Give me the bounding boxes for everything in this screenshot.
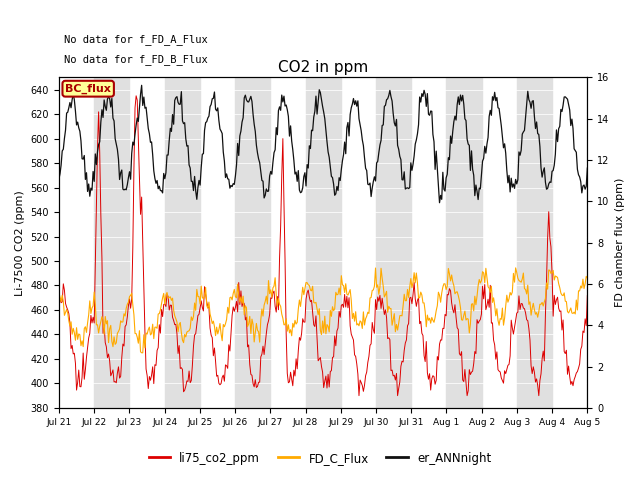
- Bar: [94, 77, 129, 408]
- Text: BC_flux: BC_flux: [65, 84, 111, 94]
- Bar: [517, 77, 552, 408]
- Y-axis label: Li-7500 CO2 (ppm): Li-7500 CO2 (ppm): [15, 190, 25, 296]
- Bar: [376, 77, 411, 408]
- Legend: li75_co2_ppm, FD_C_Flux, er_ANNnight: li75_co2_ppm, FD_C_Flux, er_ANNnight: [144, 447, 496, 469]
- Bar: [235, 77, 270, 408]
- Text: No data for f_FD_A_Flux: No data for f_FD_A_Flux: [64, 35, 208, 46]
- Bar: [305, 77, 340, 408]
- Bar: [447, 77, 482, 408]
- Text: No data for f_FD_B_Flux: No data for f_FD_B_Flux: [64, 54, 208, 65]
- Bar: [164, 77, 200, 408]
- Bar: [588, 77, 623, 408]
- Title: CO2 in ppm: CO2 in ppm: [278, 60, 368, 75]
- Y-axis label: FD chamber flux (ppm): FD chamber flux (ppm): [615, 178, 625, 307]
